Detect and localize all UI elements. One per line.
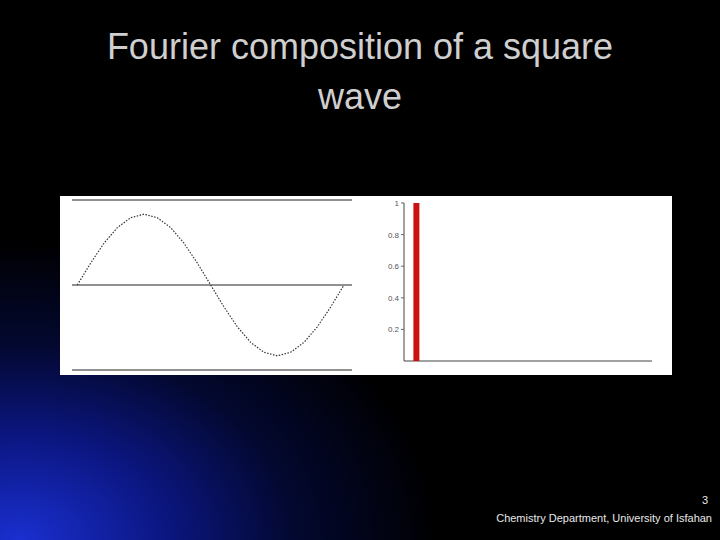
chart-0: [72, 200, 352, 370]
y-tick-label: 1: [395, 199, 400, 208]
page-number: 3: [702, 494, 708, 506]
line-series: [77, 214, 344, 356]
zero-axis: [72, 285, 352, 286]
y-tick: [401, 203, 404, 204]
y-tick-label: 0.4: [388, 294, 400, 303]
y-tick: [401, 329, 404, 330]
y-tick: [401, 234, 404, 235]
x-axis: [404, 361, 652, 362]
frame-bottom: [72, 370, 352, 371]
y-axis: [404, 203, 405, 361]
y-tick: [401, 297, 404, 298]
chart-1: 0.2 0.4 0.6 0.8 1: [388, 199, 652, 361]
figure-box: [60, 196, 672, 375]
y-tick-label: 0.2: [388, 325, 400, 334]
y-tick-label: 0.6: [388, 262, 400, 271]
bar: [413, 203, 419, 361]
y-tick-label: 0.8: [388, 231, 400, 240]
footer: Chemistry Department, University of Isfa…: [496, 512, 712, 524]
plot-area: [77, 214, 344, 356]
charts: 0.2 0.4 0.6 0.8 1: [0, 0, 720, 540]
slide-title: Fourier composition of a square wave: [60, 22, 660, 122]
y-tick: [401, 266, 404, 267]
frame-top: [72, 200, 352, 201]
plot-area: [413, 203, 419, 361]
